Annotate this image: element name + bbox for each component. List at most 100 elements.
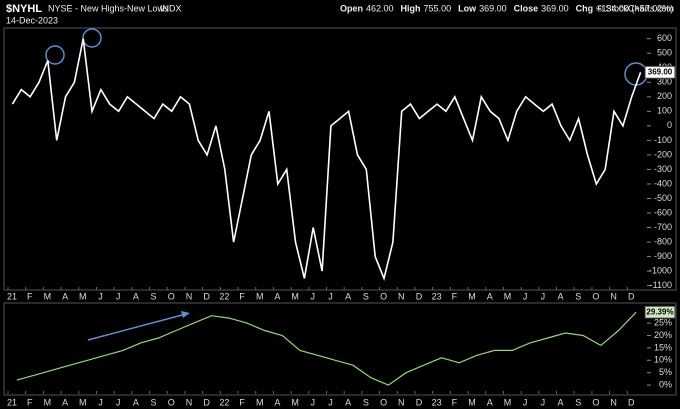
x-tick-label: A — [487, 397, 493, 407]
x-tick-label: M — [256, 397, 264, 407]
x-tick-label: J — [98, 397, 103, 407]
x-tick-label: N — [186, 397, 193, 407]
y-tick-label: 15% — [654, 342, 672, 352]
x-tick-label: M — [256, 291, 264, 301]
x-tick-label: O — [380, 291, 387, 301]
x-tick-label: M — [468, 291, 476, 301]
index-name: NYSE - New Highs-New Lows — [48, 3, 169, 13]
x-tick-label: A — [558, 291, 564, 301]
y-tick-label: 25% — [654, 317, 672, 327]
x-tick-label: J — [116, 291, 121, 301]
x-tick-label: M — [79, 397, 87, 407]
x-tick-label: M — [79, 291, 87, 301]
x-tick-label: J — [328, 397, 333, 407]
x-tick-label: S — [363, 397, 369, 407]
x-tick-label: J — [311, 291, 316, 301]
quote-label: High — [401, 3, 421, 13]
x-tick-label: 21 — [7, 291, 17, 301]
x-tick-label: A — [274, 397, 280, 407]
x-tick-label: 23 — [432, 397, 442, 407]
y-tick-label: 0 — [667, 120, 672, 130]
x-tick-label: O — [168, 291, 175, 301]
last-value-box — [644, 305, 676, 319]
x-tick-label: J — [523, 291, 528, 301]
x-tick-label: M — [504, 397, 512, 407]
x-tick-label: A — [62, 397, 68, 407]
x-tick-label: D — [416, 291, 423, 301]
x-tick-label: A — [133, 291, 139, 301]
top-panel — [3, 27, 677, 291]
x-tick-label: F — [239, 397, 245, 407]
symbol: $NYHL — [6, 3, 42, 15]
x-tick-label: N — [186, 291, 193, 301]
x-tick-label: M — [468, 397, 476, 407]
series-line — [16, 311, 637, 386]
arrow-head — [181, 311, 190, 318]
x-tick-label: S — [575, 397, 581, 407]
x-tick-label: F — [239, 291, 245, 301]
x-tick-label: O — [592, 291, 599, 301]
x-tick-label: A — [487, 291, 493, 301]
quote-label: Chg — [576, 3, 594, 13]
y-tick-label: -200 — [654, 149, 672, 159]
y-tick-label: -300 — [654, 164, 672, 174]
y-tick-label: -600 — [654, 207, 672, 217]
x-tick-label: M — [504, 291, 512, 301]
y-tick-label: -500 — [654, 193, 672, 203]
y-tick-label: -700 — [654, 222, 672, 232]
x-tick-label: F — [27, 291, 33, 301]
y-tick-label: -100 — [654, 135, 672, 145]
x-tick-label: D — [203, 291, 210, 301]
last-value-label: 29.39% — [646, 307, 673, 316]
x-tick-label: J — [541, 397, 546, 407]
x-tick-label: J — [311, 397, 316, 407]
y-tick-label: -1100 — [650, 280, 672, 290]
quote-value: +134.00 (+57.02%) — [596, 3, 673, 13]
exchange: INDX — [160, 3, 182, 13]
x-tick-label: S — [575, 291, 581, 301]
y-tick-label: -900 — [654, 251, 672, 261]
x-tick-label: O — [380, 397, 387, 407]
highlight-circle — [45, 45, 65, 65]
quote-value: 369.00 — [541, 3, 569, 13]
x-tick-label: 21 — [7, 397, 17, 407]
x-tick-label: D — [416, 397, 423, 407]
quote-value: 369.00 — [479, 3, 507, 13]
x-tick-label: 23 — [432, 291, 442, 301]
credit: © StockCharts.com — [596, 3, 674, 13]
x-tick-label: D — [203, 397, 210, 407]
x-tick-label: A — [345, 291, 351, 301]
x-tick-label: S — [151, 291, 157, 301]
x-tick-label: A — [62, 291, 68, 301]
x-tick-label: O — [592, 397, 599, 407]
x-tick-label: M — [291, 397, 299, 407]
date: 14-Dec-2023 — [6, 15, 58, 25]
quote-label: Open — [340, 3, 363, 13]
x-tick-label: F — [452, 291, 458, 301]
x-tick-label: N — [610, 291, 617, 301]
x-tick-label: F — [27, 397, 33, 407]
x-tick-label: 22 — [219, 397, 229, 407]
x-tick-label: D — [628, 397, 635, 407]
x-tick-label: D — [628, 291, 635, 301]
x-tick-label: A — [558, 397, 564, 407]
x-tick-label: N — [398, 291, 405, 301]
last-value-box — [644, 65, 676, 79]
x-tick-label: O — [168, 397, 175, 407]
x-tick-label: M — [44, 291, 52, 301]
x-tick-label: M — [44, 397, 52, 407]
x-tick-label: A — [133, 397, 139, 407]
y-tick-label: 200 — [657, 91, 672, 101]
y-tick-label: 600 — [657, 33, 672, 43]
quote: Open 462.00 High 755.00 Low 369.00 Close 369.00… — [340, 3, 673, 13]
x-tick-label: J — [98, 291, 103, 301]
x-tick-label: F — [452, 397, 458, 407]
y-tick-label: 5% — [659, 367, 672, 377]
x-tick-label: S — [363, 291, 369, 301]
quote-value: 755.00 — [424, 3, 452, 13]
x-tick-label: S — [151, 397, 157, 407]
x-tick-label: J — [541, 291, 546, 301]
y-tick-label: 100 — [657, 106, 672, 116]
